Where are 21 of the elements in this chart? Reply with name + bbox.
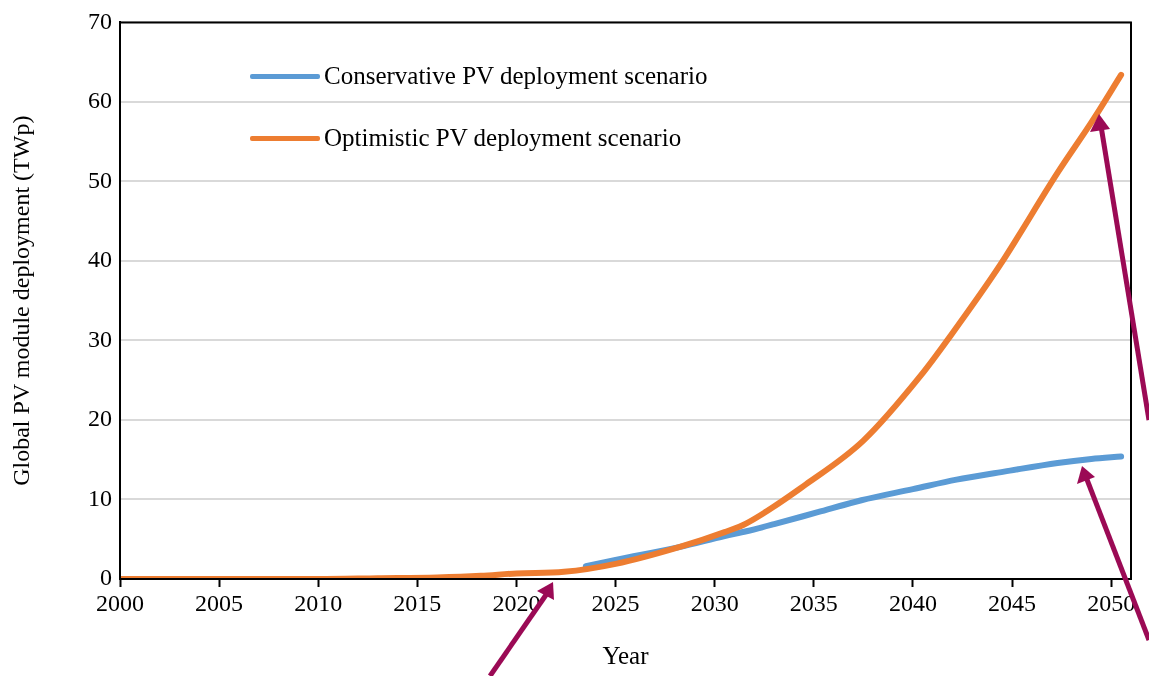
y-tick-label: 40	[88, 246, 112, 273]
y-tick-label: 30	[88, 325, 112, 352]
y-tick-label: 10	[88, 484, 112, 511]
x-tick-label: 2035	[789, 589, 838, 616]
y-axis-title: Global PV module deployment (TWp)	[7, 115, 34, 486]
x-tick-label: 2000	[96, 589, 144, 616]
y-tick-label: 60	[88, 87, 112, 114]
x-tick-label: 2045	[988, 589, 1037, 616]
x-tick-label: 2025	[591, 589, 640, 616]
x-tick-label: 2015	[393, 589, 442, 616]
x-tick-label: 2005	[195, 589, 244, 616]
x-tick-label: 2030	[690, 589, 739, 616]
y-tick-label: 20	[88, 405, 112, 432]
y-tick-label: 70	[88, 7, 112, 34]
x-tick-label: 2040	[888, 589, 937, 616]
x-axis-title: Year	[602, 641, 650, 669]
legend-label: Optimistic PV deployment scenario	[324, 124, 682, 152]
x-tick-label: 2010	[294, 589, 343, 616]
y-tick-label: 0	[100, 564, 112, 591]
y-tick-label: 50	[88, 166, 112, 193]
legend-label: Conservative PV deployment scenario	[324, 62, 708, 90]
